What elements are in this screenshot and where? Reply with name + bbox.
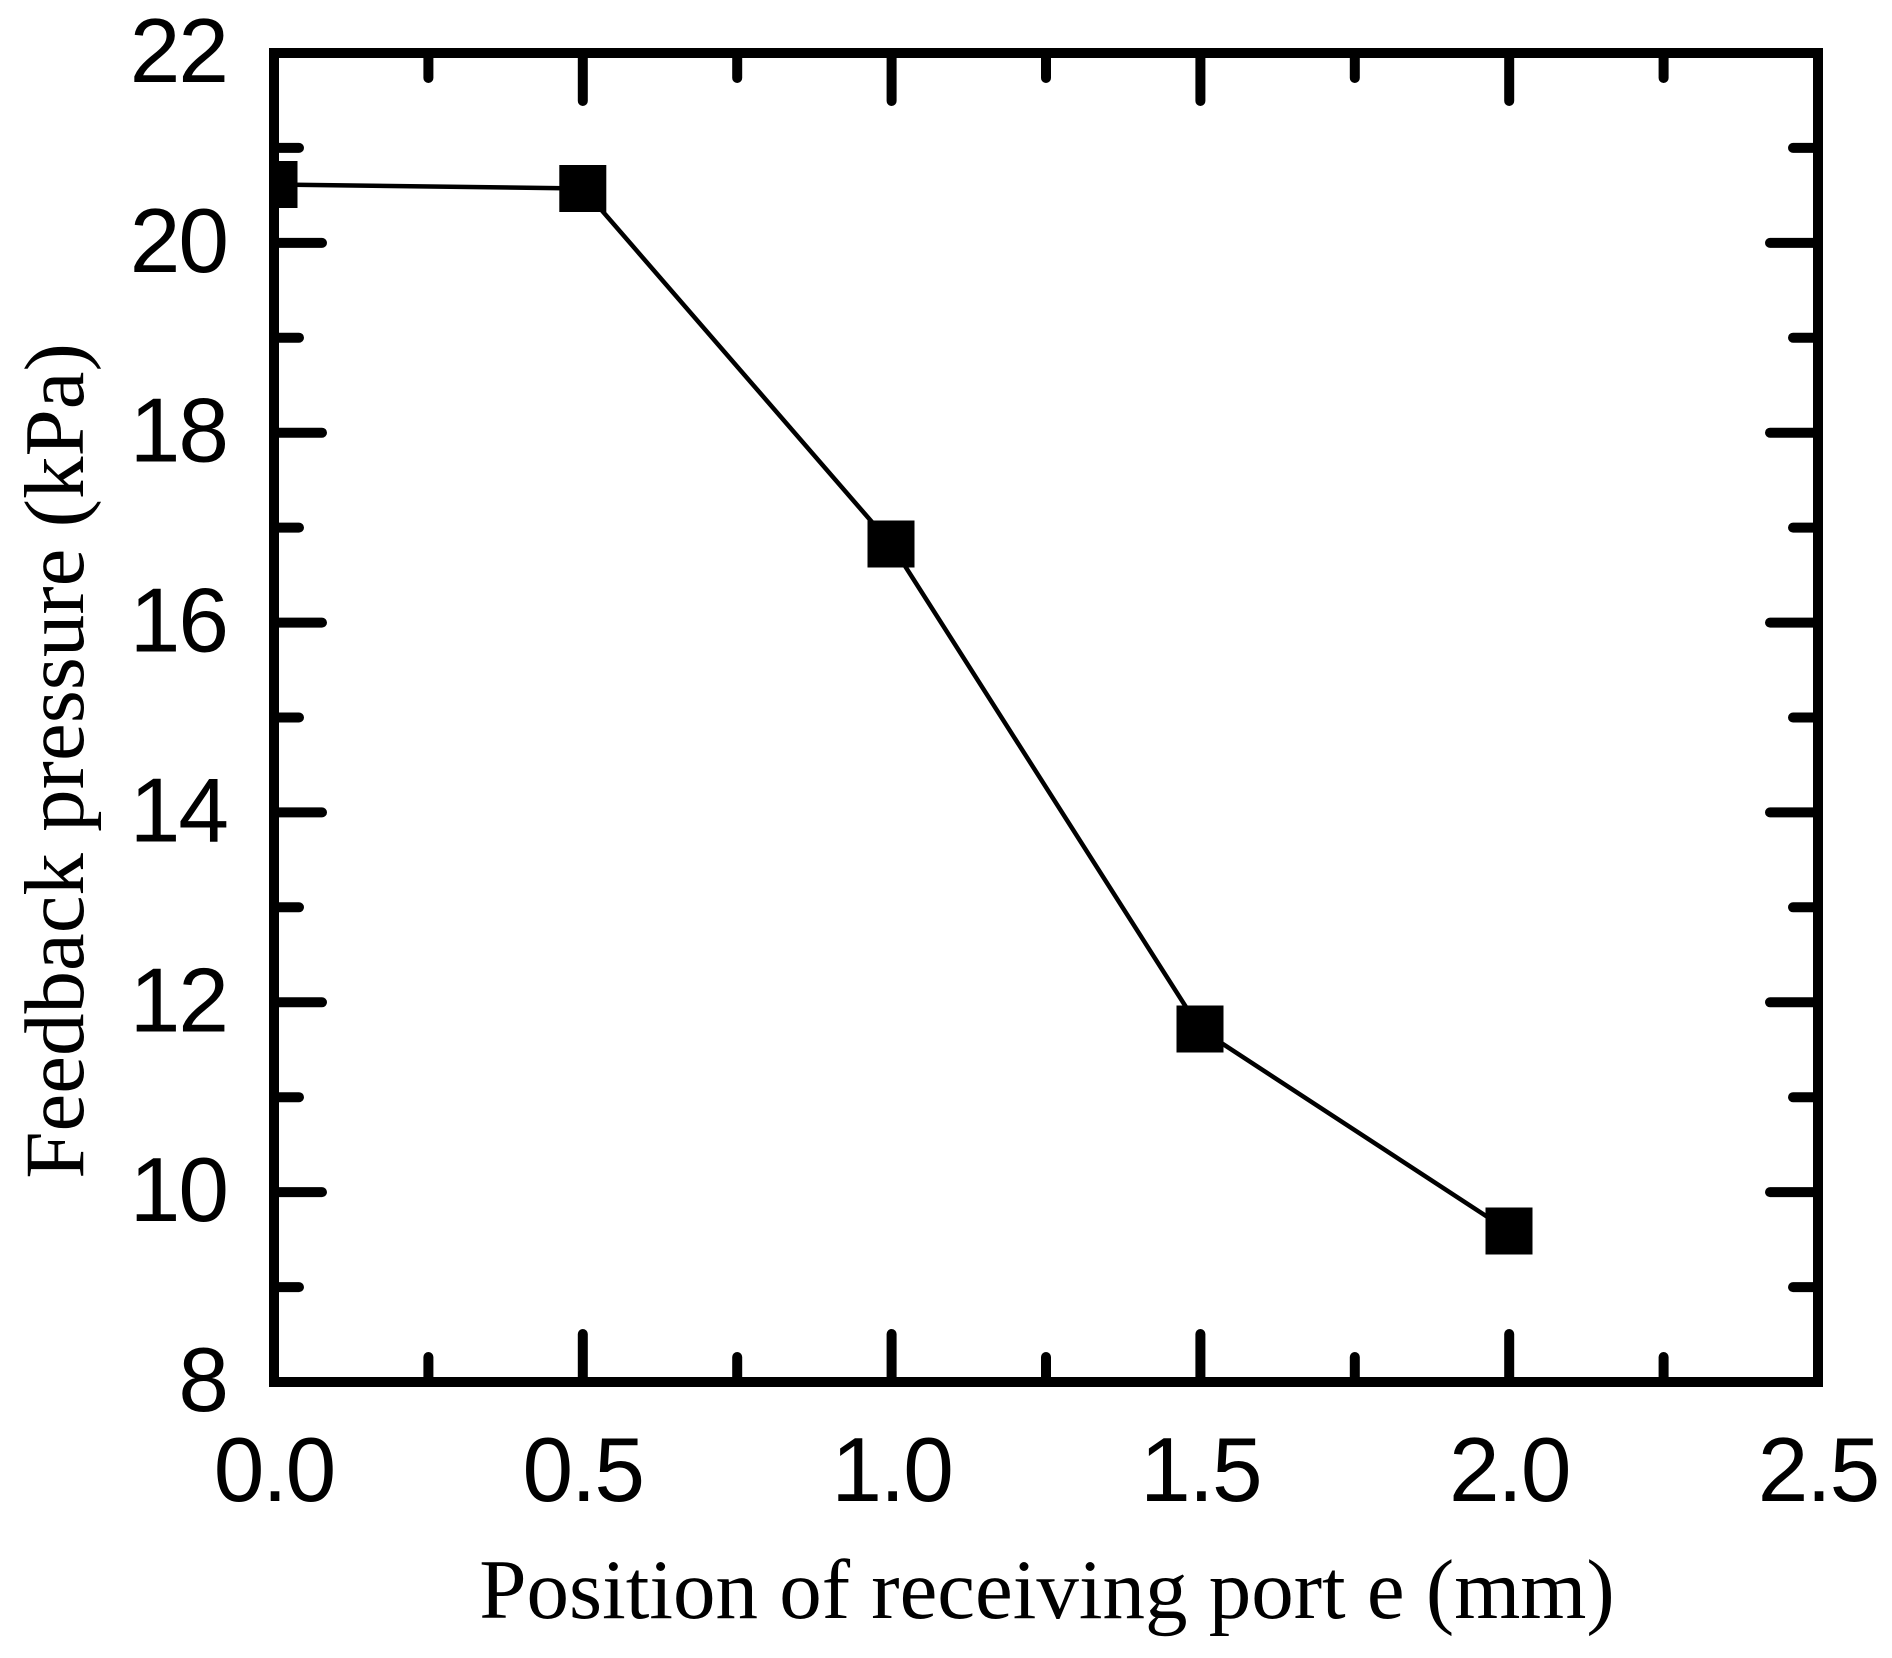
svg-text:1.5: 1.5 bbox=[1140, 1420, 1261, 1521]
svg-text:14: 14 bbox=[130, 760, 227, 861]
svg-text:0.0: 0.0 bbox=[214, 1420, 335, 1521]
svg-text:2.5: 2.5 bbox=[1758, 1420, 1879, 1521]
svg-text:20: 20 bbox=[130, 191, 227, 292]
svg-text:12: 12 bbox=[130, 950, 227, 1051]
svg-text:16: 16 bbox=[130, 571, 227, 672]
svg-text:Position of receiving port e (: Position of receiving port e (mm) bbox=[479, 1543, 1614, 1637]
svg-text:Feedback pressure (kPa): Feedback pressure (kPa) bbox=[8, 343, 102, 1179]
svg-text:10: 10 bbox=[130, 1140, 227, 1241]
svg-text:2.0: 2.0 bbox=[1449, 1420, 1570, 1521]
svg-text:8: 8 bbox=[178, 1330, 227, 1431]
svg-text:22: 22 bbox=[130, 1, 227, 102]
svg-text:0.5: 0.5 bbox=[523, 1420, 644, 1521]
svg-text:1.0: 1.0 bbox=[831, 1420, 952, 1521]
svg-text:18: 18 bbox=[130, 381, 227, 482]
